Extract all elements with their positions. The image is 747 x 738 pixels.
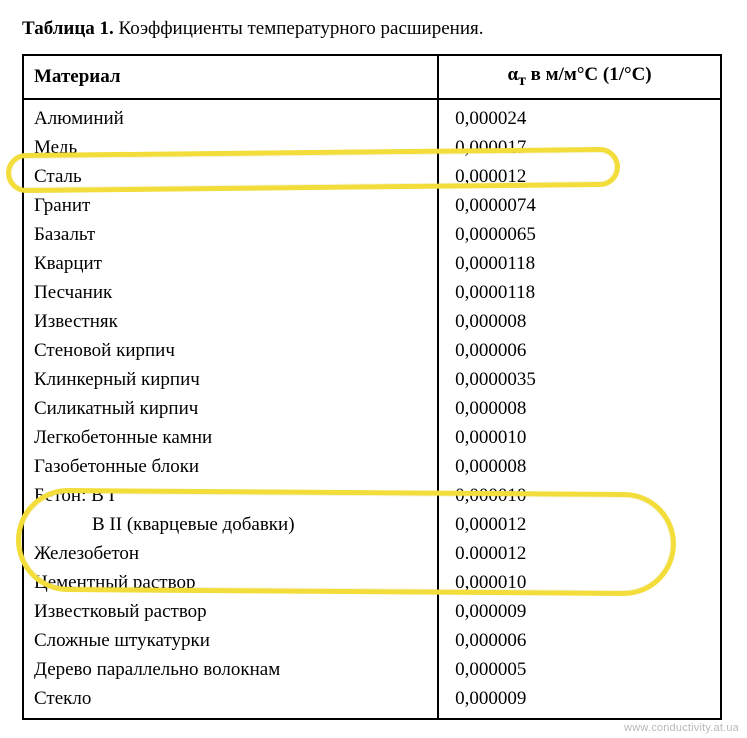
cell-material: Алюминий [23, 99, 438, 134]
cell-material: Песчаник [23, 278, 438, 307]
cell-value: 0,000010 [438, 481, 721, 510]
cell-material: Медь [23, 133, 438, 162]
table-caption: Таблица 1. Коэффициенты температурного р… [22, 18, 725, 40]
cell-material: Клинкерный кирпич [23, 365, 438, 394]
cell-value: 0,000008 [438, 307, 721, 336]
table-row: Стекло0,000009 [23, 684, 721, 719]
cell-material: B II (кварцевые добавки) [23, 510, 438, 539]
table-body: Алюминий0,000024Медь0,000017Сталь0,00001… [23, 99, 721, 719]
cell-material: Бетон: B I [23, 481, 438, 510]
table-row: Базальт0,0000065 [23, 220, 721, 249]
cell-material: Легкобетонные камни [23, 423, 438, 452]
cell-material: Железобетон [23, 539, 438, 568]
cell-value: 0,000008 [438, 394, 721, 423]
watermark: www.conductivity.at.ua [624, 722, 739, 734]
cell-value: 0,000005 [438, 655, 721, 684]
cell-material: Стеновой кирпич [23, 336, 438, 365]
cell-material: Дерево параллельно волокнам [23, 655, 438, 684]
table-row: Дерево параллельно волокнам0,000005 [23, 655, 721, 684]
cell-value: 0,000017 [438, 133, 721, 162]
cell-value: 0,0000035 [438, 365, 721, 394]
cell-material: Базальт [23, 220, 438, 249]
table-row: Известняк0,000008 [23, 307, 721, 336]
cell-value: 0,0000074 [438, 191, 721, 220]
table-row: Газобетонные блоки0,000008 [23, 452, 721, 481]
table-row: Сложные штукатурки0,000006 [23, 626, 721, 655]
cell-value: 0,0000118 [438, 278, 721, 307]
cell-material: Газобетонные блоки [23, 452, 438, 481]
cell-material: Известняк [23, 307, 438, 336]
cell-value: 0,0000118 [438, 249, 721, 278]
cell-material: Известковый раствор [23, 597, 438, 626]
cell-value: 0,000024 [438, 99, 721, 134]
table-row: Медь0,000017 [23, 133, 721, 162]
coeff-table: Материал αт в м/м°С (1/°С) Алюминий0,000… [22, 54, 722, 720]
cell-material: Кварцит [23, 249, 438, 278]
cell-material: Стекло [23, 684, 438, 719]
table-row: Сталь0,000012 [23, 162, 721, 191]
cell-material: Сложные штукатурки [23, 626, 438, 655]
table-row: Цементный раствор0,000010 [23, 568, 721, 597]
col-header-material: Материал [23, 55, 438, 99]
col-header-value: αт в м/м°С (1/°С) [438, 55, 721, 99]
cell-value: 0,000009 [438, 597, 721, 626]
table-row: B II (кварцевые добавки)0,000012 [23, 510, 721, 539]
cell-value: 0,000006 [438, 336, 721, 365]
cell-material: Гранит [23, 191, 438, 220]
cell-value: 0,000009 [438, 684, 721, 719]
cell-value: 0,000012 [438, 162, 721, 191]
caption-bold: Таблица 1. [22, 18, 114, 39]
cell-material: Силикатный кирпич [23, 394, 438, 423]
cell-value: 0.000012 [438, 539, 721, 568]
caption-rest: Коэффициенты температурного расширения. [114, 18, 484, 39]
table-row: Известковый раствор0,000009 [23, 597, 721, 626]
table-row: Стеновой кирпич0,000006 [23, 336, 721, 365]
cell-material: Цементный раствор [23, 568, 438, 597]
table-row: Песчаник0,0000118 [23, 278, 721, 307]
cell-value: 0,000012 [438, 510, 721, 539]
table-row: Железобетон0.000012 [23, 539, 721, 568]
table-row: Кварцит0,0000118 [23, 249, 721, 278]
table-header-row: Материал αт в м/м°С (1/°С) [23, 55, 721, 99]
cell-value: 0,0000065 [438, 220, 721, 249]
cell-value: 0,000010 [438, 423, 721, 452]
table-row: Клинкерный кирпич0,0000035 [23, 365, 721, 394]
table-row: Гранит0,0000074 [23, 191, 721, 220]
table-row: Алюминий0,000024 [23, 99, 721, 134]
table-row: Силикатный кирпич0,000008 [23, 394, 721, 423]
cell-value: 0,000006 [438, 626, 721, 655]
cell-value: 0,000008 [438, 452, 721, 481]
cell-value: 0,000010 [438, 568, 721, 597]
table-row: Бетон: B I0,000010 [23, 481, 721, 510]
table-row: Легкобетонные камни0,000010 [23, 423, 721, 452]
cell-material: Сталь [23, 162, 438, 191]
